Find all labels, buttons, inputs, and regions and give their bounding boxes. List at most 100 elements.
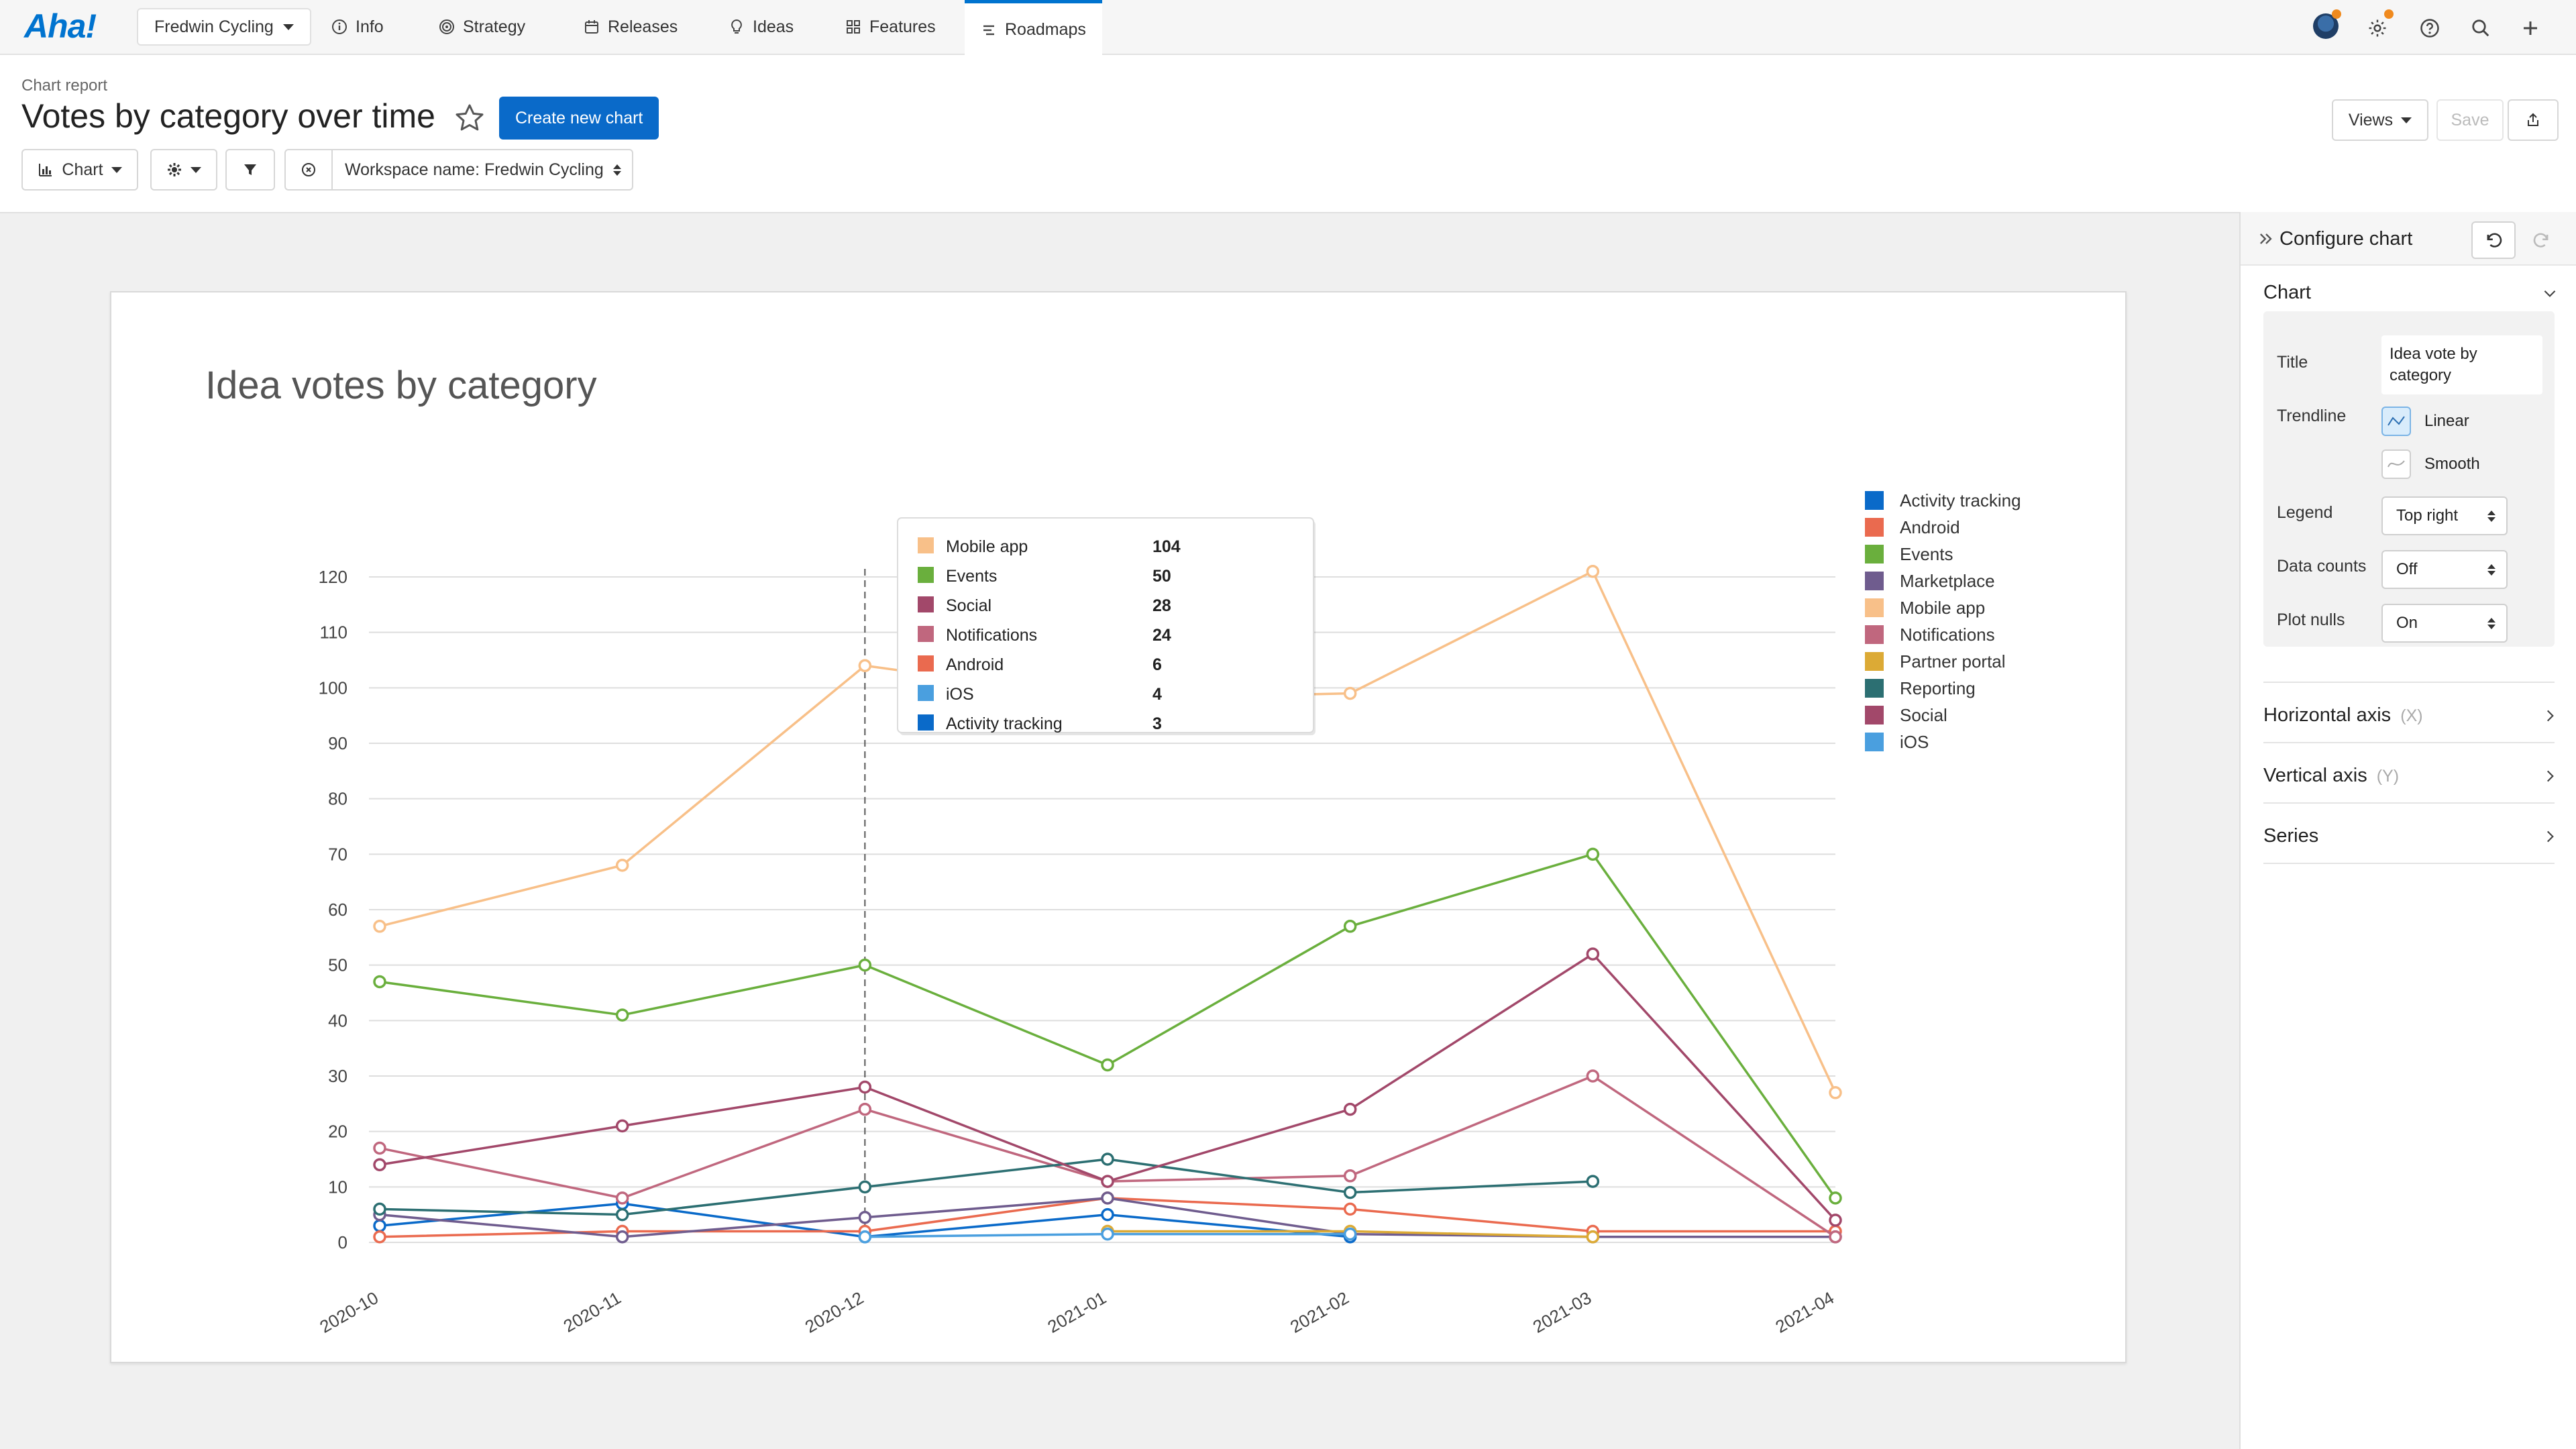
data-point-social	[1101, 1175, 1114, 1188]
data-point-notifications	[1586, 1069, 1600, 1083]
nav-features[interactable]: Features	[829, 0, 952, 54]
chart-canvas: Idea votes by category 0 10 20 30 40 50 60 70 80 9…	[0, 212, 2239, 1449]
data-point-activity-tracking	[373, 1219, 386, 1232]
trendline-label: Trendline	[2277, 407, 2347, 425]
nav-strategy[interactable]: Strategy	[423, 0, 541, 54]
create-new-chart-button[interactable]: Create new chart	[499, 97, 659, 140]
star-icon[interactable]	[453, 102, 486, 134]
chevron-right-icon[interactable]	[2541, 767, 2559, 785]
data-point-notifications	[1343, 1169, 1357, 1183]
select-arrows-icon	[2487, 564, 2496, 576]
chevron-down-icon	[191, 166, 201, 173]
data-point-marketplace	[615, 1230, 629, 1244]
page-title[interactable]: Votes by category over time	[21, 97, 435, 135]
export-button[interactable]	[2508, 99, 2559, 141]
vertical-axis-tag: (Y)	[2376, 767, 2400, 786]
chart-title-input[interactable]: Idea vote by category	[2381, 335, 2542, 394]
nav-info[interactable]: Info	[315, 0, 400, 54]
tooltip-value: 24	[1152, 626, 1171, 645]
legend-label: Notifications	[1900, 625, 1995, 645]
tooltip-swatch	[918, 567, 934, 583]
data-point-mobile-app	[858, 659, 872, 673]
section-series[interactable]: Series	[2263, 825, 2319, 847]
y-tick-label: 60	[328, 900, 347, 920]
nav-roadmaps[interactable]: Roadmaps	[965, 0, 1102, 56]
legend-label: Reporting	[1900, 678, 1976, 698]
data-point-mobile-app	[373, 920, 386, 933]
panel-title: Configure chart	[2279, 228, 2413, 250]
legend-label: Android	[1900, 517, 1960, 537]
data-point-reporting	[1586, 1175, 1600, 1188]
search-button[interactable]	[2467, 15, 2494, 42]
chart-settings-button[interactable]	[150, 149, 217, 191]
data-point-events	[1343, 920, 1357, 933]
page-subtitle: Chart report	[21, 76, 108, 95]
tooltip-swatch	[918, 596, 934, 612]
chevron-right-icon[interactable]	[2541, 707, 2559, 724]
search-icon	[2472, 19, 2489, 37]
section-horizontal-axis[interactable]: Horizontal axis (X)	[2263, 704, 2423, 727]
chevron-right-icon[interactable]	[2541, 828, 2559, 845]
redo-button[interactable]	[2520, 221, 2564, 259]
data-counts-label: Data counts	[2277, 557, 2367, 576]
tooltip-swatch	[918, 655, 934, 672]
legend-label: Legend	[2277, 503, 2333, 522]
tooltip-swatch	[918, 626, 934, 642]
panel-header: Configure chart	[2241, 212, 2576, 266]
data-point-events	[1586, 847, 1600, 861]
legend-swatch	[1865, 679, 1884, 698]
data-point-mobile-app	[1586, 564, 1600, 578]
chevron-down-icon[interactable]	[2541, 284, 2559, 302]
data-point-events	[373, 975, 386, 989]
legend-select[interactable]: Top right	[2381, 496, 2508, 535]
close-circle-icon	[302, 163, 315, 176]
filter-button[interactable]	[225, 149, 275, 191]
aha-logo[interactable]: Aha!	[24, 7, 97, 45]
nav-releases-label: Releases	[608, 17, 678, 36]
bar-chart-icon	[39, 164, 52, 176]
series-line-reporting	[379, 1158, 1593, 1216]
views-button[interactable]: Views	[2332, 99, 2428, 141]
x-tick-label: 2020-11	[560, 1287, 625, 1336]
section-chart-header[interactable]: Chart	[2263, 282, 2311, 303]
data-point-marketplace	[1101, 1191, 1114, 1205]
legend-swatch	[1865, 491, 1884, 510]
data-counts-value: Off	[2396, 560, 2418, 578]
legend-swatch	[1865, 652, 1884, 671]
data-point-notifications	[615, 1191, 629, 1205]
nav-releases[interactable]: Releases	[568, 0, 694, 54]
gear-icon	[168, 163, 181, 176]
tooltip-series-name: Events	[946, 567, 997, 586]
data-point-social	[858, 1080, 872, 1094]
nav-ideas[interactable]: Ideas	[712, 0, 810, 54]
legend-label: Partner portal	[1900, 651, 2006, 672]
help-button[interactable]	[2416, 15, 2443, 42]
collapse-panel-icon[interactable]	[2257, 229, 2275, 248]
horizontal-axis-label: Horizontal axis	[2263, 704, 2392, 726]
data-point-mobile-app	[1343, 686, 1357, 700]
plot-nulls-value: On	[2396, 614, 2418, 632]
workspace-filter-chip[interactable]: Workspace name: Fredwin Cycling	[284, 149, 633, 191]
clear-filter-button[interactable]	[286, 150, 333, 189]
chart-type-button[interactable]: Chart	[21, 149, 138, 191]
chart-card: Idea votes by category 0 10 20 30 40 50 60 70 80 9…	[110, 291, 2127, 1363]
data-point-activity-tracking	[1101, 1208, 1114, 1222]
section-vertical-axis[interactable]: Vertical axis (Y)	[2263, 765, 2399, 787]
data-point-marketplace	[858, 1211, 872, 1224]
legend-label: Social	[1900, 705, 1947, 725]
data-point-reporting	[858, 1180, 872, 1194]
roadmap-icon	[983, 25, 994, 35]
settings-button[interactable]	[2364, 15, 2391, 42]
add-button[interactable]	[2517, 15, 2544, 42]
data-point-reporting	[1343, 1185, 1357, 1199]
x-tick-label: 2021-02	[1287, 1287, 1352, 1337]
trendline-linear-option[interactable]: Linear	[2381, 407, 2469, 436]
workspace-selector[interactable]: Fredwin Cycling	[137, 8, 311, 46]
save-button[interactable]: Save	[2436, 99, 2504, 141]
vertical-axis-label: Vertical axis	[2263, 765, 2367, 786]
plot-nulls-select[interactable]: On	[2381, 604, 2508, 643]
chevron-down-icon	[2401, 117, 2412, 123]
data-counts-select[interactable]: Off	[2381, 550, 2508, 589]
trendline-smooth-option[interactable]: Smooth	[2381, 449, 2480, 479]
undo-button[interactable]	[2471, 221, 2516, 259]
